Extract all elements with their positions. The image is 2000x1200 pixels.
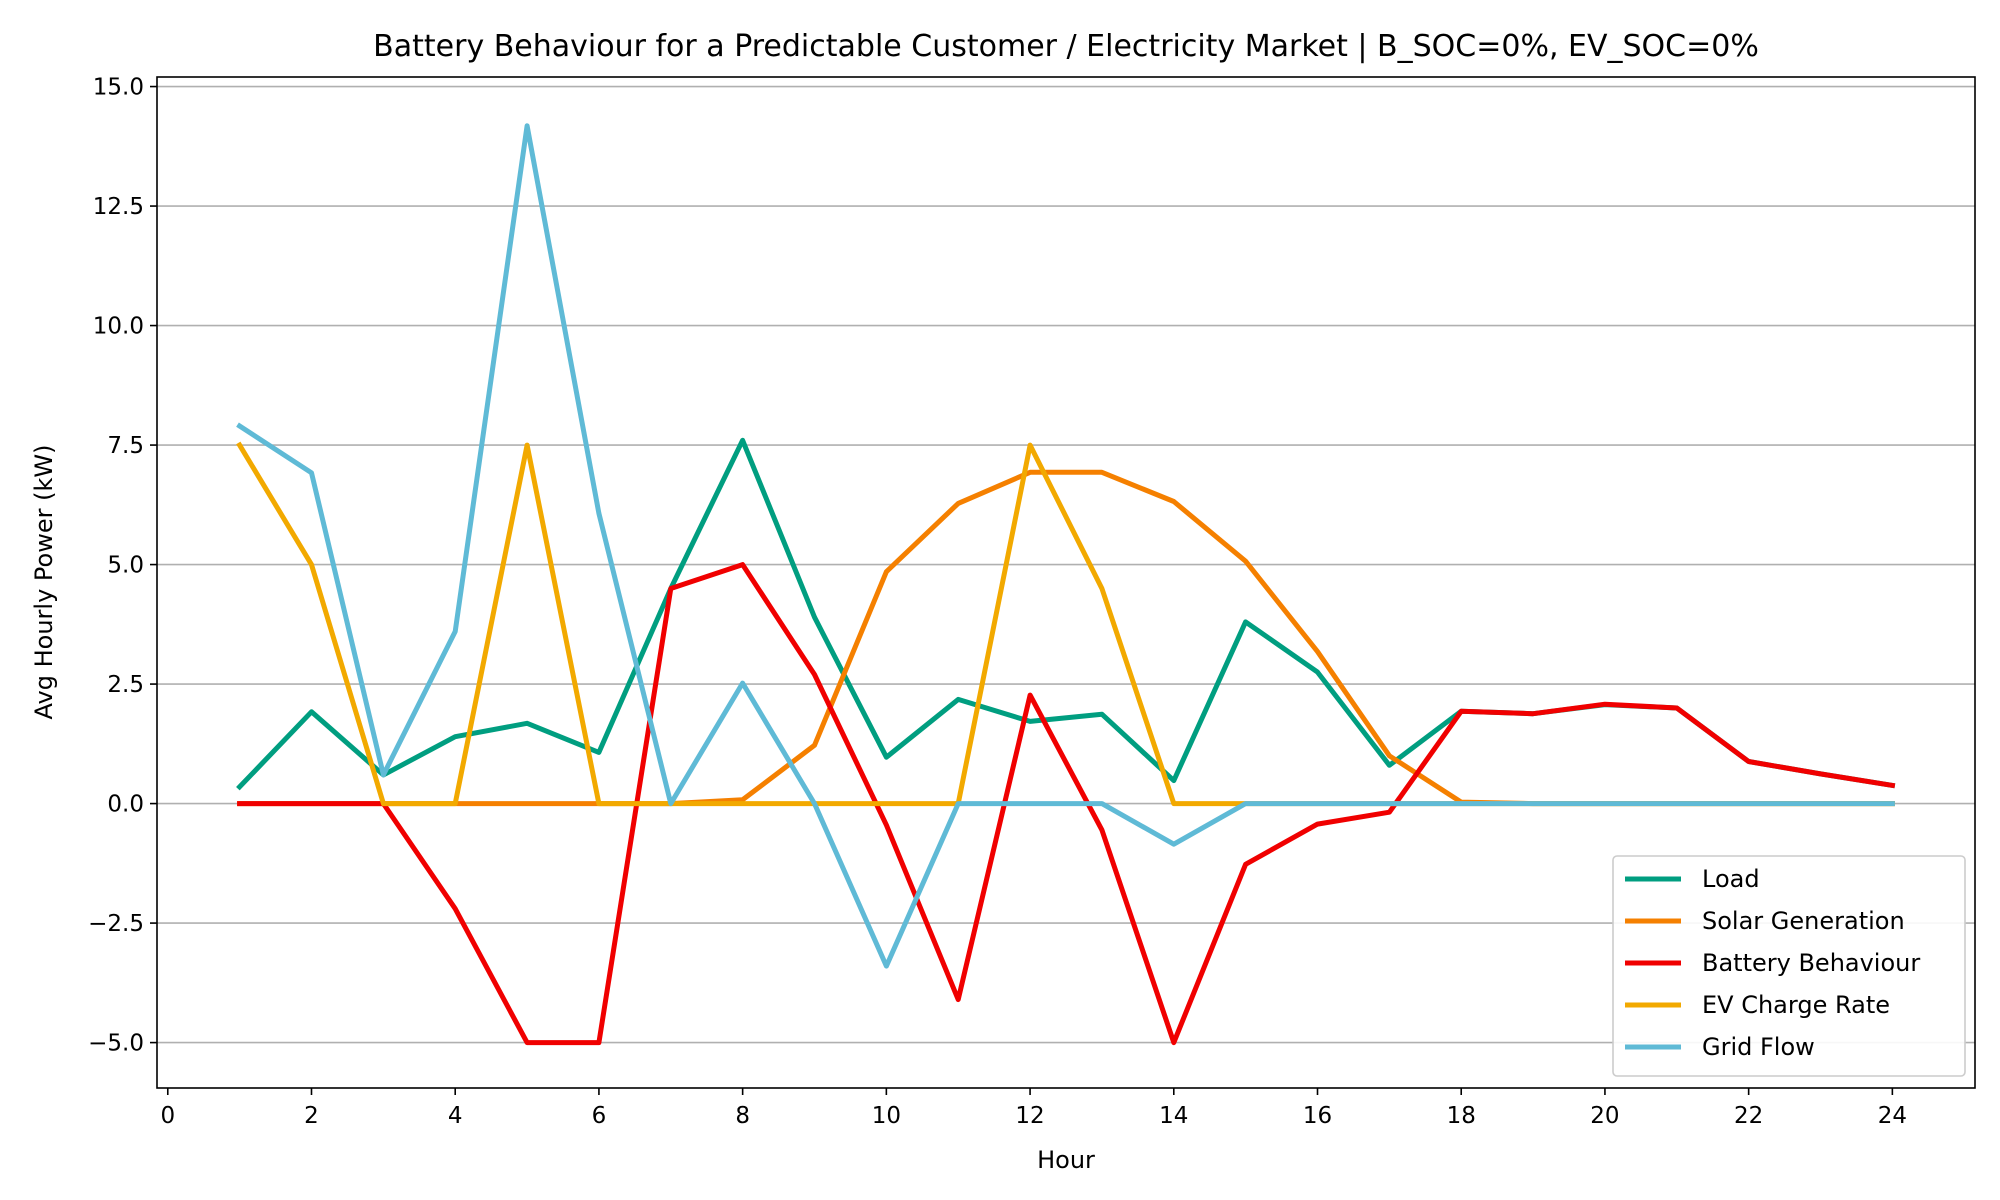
- y-axis-title: Avg Hourly Power (kW): [30, 445, 58, 720]
- x-tick-label: 8: [735, 1103, 750, 1129]
- y-tick-label: −2.5: [88, 911, 144, 937]
- legend-label: Grid Flow: [1702, 1033, 1815, 1061]
- x-tick-label: 2: [304, 1103, 319, 1129]
- y-tick-label: 15.0: [93, 75, 144, 101]
- x-tick-label: 4: [448, 1103, 463, 1129]
- x-tick-label: 12: [1015, 1103, 1044, 1129]
- series-line-grid-flow: [236, 123, 1895, 969]
- plot-area-frame: [156, 76, 1976, 1089]
- y-tick-label: 12.5: [93, 194, 144, 220]
- legend-label: Load: [1702, 865, 1760, 893]
- y-tick-label: 10.0: [93, 314, 144, 340]
- y-tick-label: −5.0: [88, 1031, 144, 1057]
- y-tick-label: 5.0: [107, 553, 144, 579]
- x-tick-label: 6: [592, 1103, 607, 1129]
- x-tick-label: 18: [1447, 1103, 1476, 1129]
- legend-label: Solar Generation: [1702, 907, 1905, 935]
- x-tick-label: 16: [1303, 1103, 1332, 1129]
- y-tick-label: 2.5: [107, 672, 144, 698]
- x-tick-label: 0: [160, 1103, 175, 1129]
- x-axis-title: Hour: [1037, 1146, 1095, 1174]
- legend-box: [1612, 855, 1966, 1077]
- series-line-battery-behaviour: [237, 562, 1896, 1046]
- legend-label: EV Charge Rate: [1702, 991, 1890, 1019]
- x-axis: 0 2 4 6 8 10 12 14 16 18 20 22 24: [160, 1088, 1907, 1129]
- y-axis: −5.0 −2.5 0.0 2.5 5.0 7.5 10.0 12.5 15.0: [88, 75, 157, 1057]
- legend-label: Battery Behaviour: [1702, 949, 1920, 977]
- chart-title: Battery Behaviour for a Predictable Cust…: [373, 29, 1759, 64]
- series-lines: [236, 123, 1896, 1046]
- y-tick-label: 7.5: [107, 433, 144, 459]
- x-tick-label: 10: [872, 1103, 901, 1129]
- x-tick-label: 22: [1734, 1103, 1763, 1129]
- x-tick-label: 14: [1159, 1103, 1188, 1129]
- x-tick-label: 20: [1590, 1103, 1619, 1129]
- x-tick-label: 24: [1878, 1103, 1907, 1129]
- y-tick-label: 0.0: [107, 792, 144, 818]
- legend: Load Solar Generation Battery Behaviour EV …: [1612, 855, 1966, 1077]
